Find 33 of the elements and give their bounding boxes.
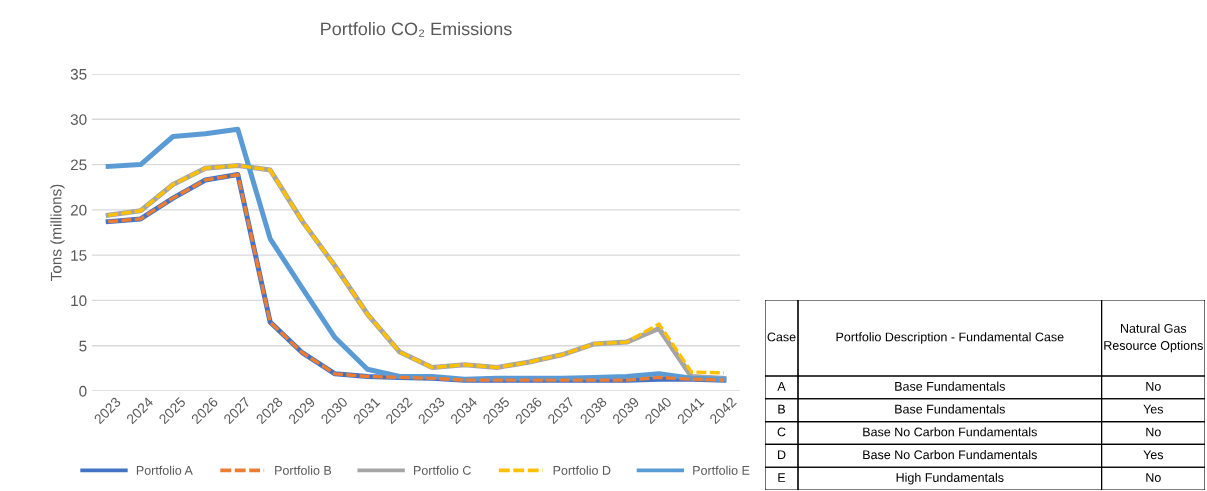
chart-title: Portfolio CO₂ Emissions — [321, 22, 512, 37]
y-tick-label: 10 — [71, 295, 87, 307]
text: High Fundamentals — [896, 472, 1004, 485]
text: Case — [767, 332, 796, 342]
text: Natural Gas Resource Options — [1104, 323, 1203, 353]
text: Yes — [1143, 404, 1164, 414]
y-tick-label: 20 — [70, 204, 87, 216]
y-tick-label: 5 — [79, 340, 87, 352]
y-tick-label: 0 — [79, 385, 87, 397]
text: Base Fundamentals — [895, 404, 1005, 414]
text: Base Fundamentals — [895, 381, 1005, 391]
legend-label: Portfolio E — [693, 465, 750, 475]
text: Base No Carbon Fundamentals — [863, 449, 1037, 460]
y-tick-label: 35 — [70, 68, 87, 80]
y-tick-label: 30 — [70, 114, 87, 125]
text: C — [777, 427, 786, 437]
text: No — [1146, 473, 1161, 482]
text: Yes — [1143, 450, 1164, 460]
text: No — [1146, 382, 1161, 391]
legend-label: Portfolio C — [414, 465, 471, 475]
legend-label: Portfolio D — [553, 465, 611, 475]
text: Portfolio Description - Fundamental Case — [836, 332, 1064, 344]
legend-label: Portfolio A — [136, 465, 193, 475]
y-tick-label: 15 — [71, 250, 87, 261]
text: D — [778, 450, 786, 460]
legend-label: Portfolio B — [275, 465, 332, 475]
text: Base No Carbon Fundamentals — [863, 427, 1037, 437]
y-axis-title: Tons (millions) — [50, 184, 65, 281]
y-tick-label: 25 — [70, 159, 87, 171]
text: E — [778, 473, 786, 482]
text: A — [777, 382, 786, 391]
text: No — [1146, 427, 1161, 437]
text: B — [778, 404, 786, 414]
